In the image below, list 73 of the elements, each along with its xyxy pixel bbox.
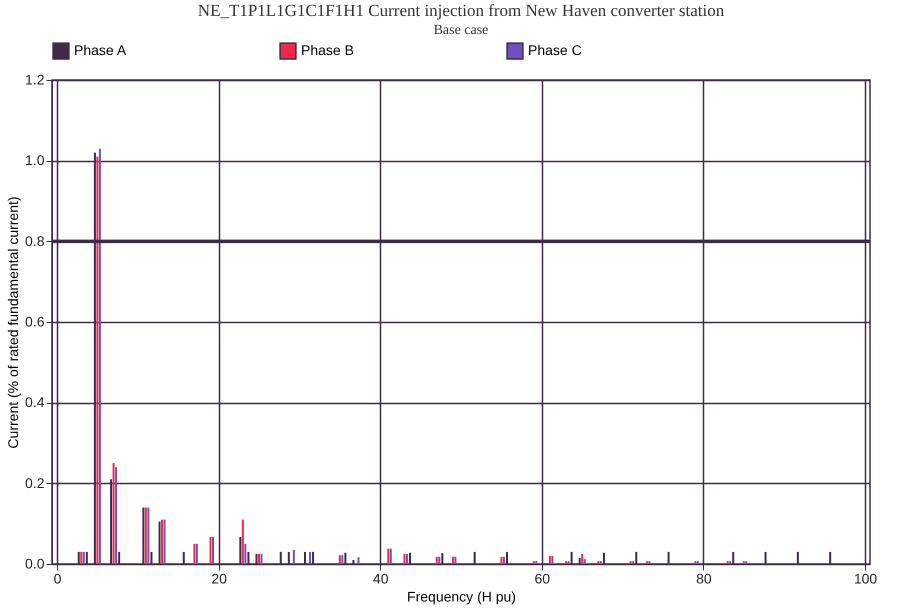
y-tick-label: 1.0: [25, 152, 45, 168]
x-tick-label: 80: [696, 570, 712, 586]
bar: [568, 561, 570, 564]
bar: [535, 561, 538, 564]
bar: [147, 508, 150, 564]
bar: [403, 554, 406, 564]
legend-label: Phase B: [301, 42, 354, 58]
bar: [390, 548, 392, 564]
y-tick-label: 0.0: [25, 556, 45, 572]
bar: [144, 508, 147, 564]
bar: [584, 559, 586, 564]
bar: [244, 544, 246, 564]
bar: [452, 556, 454, 564]
bar: [502, 556, 505, 564]
bar: [260, 554, 262, 564]
bar: [161, 520, 164, 564]
legend-label: Phase A: [74, 42, 127, 58]
bar: [82, 552, 85, 564]
bar: [436, 556, 438, 564]
bar: [532, 561, 535, 564]
bar: [357, 557, 360, 564]
bar: [581, 554, 584, 564]
bar: [164, 520, 166, 564]
bar: [500, 556, 502, 564]
bar: [115, 467, 118, 564]
bar: [406, 554, 408, 564]
bar: [600, 561, 602, 564]
bar: [96, 156, 98, 564]
bar: [742, 561, 745, 564]
y-axis-title: Current (% of rated fundamental current): [5, 196, 22, 449]
bar: [729, 561, 732, 564]
x-axis-title: Frequency (H pu): [407, 588, 516, 604]
bar: [341, 555, 344, 564]
bar: [308, 552, 311, 564]
x-tick-label: 20: [211, 570, 228, 586]
bar: [212, 536, 214, 564]
y-tick-label: 0.4: [25, 394, 45, 410]
bar: [630, 561, 632, 564]
chart-subtitle: Base case: [434, 23, 488, 38]
bar: [193, 544, 196, 564]
bar: [648, 561, 650, 564]
bar: [98, 148, 101, 564]
bar: [646, 561, 648, 564]
x-tick-label: 40: [372, 570, 389, 586]
bar: [292, 550, 295, 564]
bar: [338, 555, 341, 564]
bar: [438, 556, 440, 564]
y-tick-label: 0.2: [25, 474, 45, 491]
bar: [112, 463, 115, 564]
bar: [258, 554, 260, 564]
bar: [454, 556, 456, 564]
bar: [551, 556, 554, 564]
bar: [548, 556, 551, 564]
bar: [210, 536, 212, 564]
bar: [632, 561, 634, 564]
x-tick-label: 0: [54, 570, 62, 586]
bar: [196, 544, 198, 564]
bar: [745, 561, 748, 564]
bar: [726, 561, 729, 564]
y-tick-label: 0.6: [25, 314, 45, 330]
y-tick-label: 0.8: [25, 232, 45, 249]
bar: [597, 561, 600, 564]
x-tick-label: 60: [534, 570, 550, 586]
bar: [696, 561, 699, 564]
chart-title: NE_T1P1L1G1C1F1H1 Current injection from New Haven converter station: [198, 1, 725, 20]
legend-label: Phase C: [528, 42, 582, 58]
bar: [387, 548, 390, 564]
x-tick-label: 100: [854, 570, 878, 586]
bar: [565, 561, 568, 564]
bar: [80, 552, 82, 564]
bar: [694, 561, 696, 564]
y-tick-label: 1.2: [25, 72, 45, 88]
bar: [242, 520, 244, 564]
